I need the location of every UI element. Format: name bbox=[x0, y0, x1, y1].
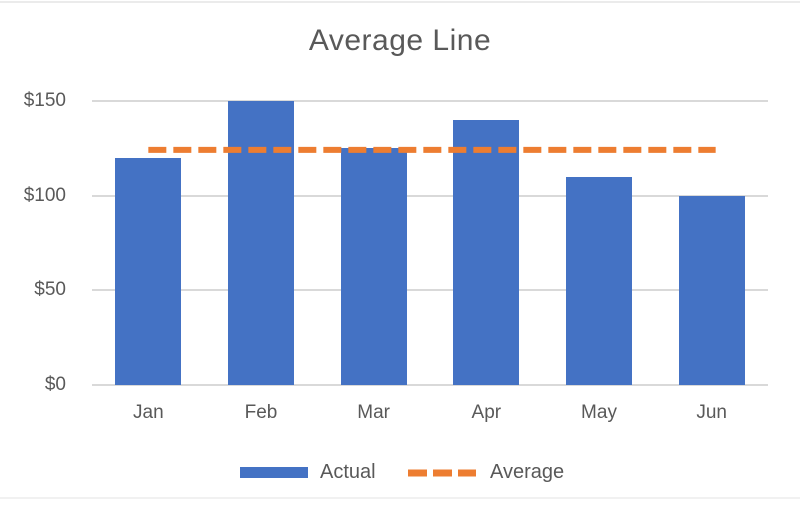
chart-title: Average Line bbox=[308, 24, 492, 57]
x-axis-label-mar: Mar bbox=[357, 402, 391, 423]
bar-may bbox=[566, 176, 632, 385]
bar-jan bbox=[115, 157, 182, 385]
x-axis-label-feb: Feb bbox=[244, 402, 278, 423]
y-axis-tick-label: $50 bbox=[34, 279, 66, 301]
gridline bbox=[92, 194, 768, 197]
legend-actual-swatch-icon bbox=[240, 467, 308, 478]
x-axis-label-jun: Jun bbox=[696, 402, 727, 423]
bar-feb bbox=[228, 101, 294, 385]
x-axis-label-may: May bbox=[581, 402, 617, 423]
y-axis-tick-label: $150 bbox=[23, 90, 66, 111]
bar-mar bbox=[340, 148, 407, 385]
gridline bbox=[92, 100, 768, 102]
y-axis-tick-label: $100 bbox=[23, 184, 66, 206]
legend-average-dash-icon bbox=[408, 469, 476, 477]
y-axis-tick-label: $0 bbox=[44, 374, 66, 395]
bar-apr bbox=[453, 119, 520, 385]
bar-jun bbox=[678, 195, 745, 385]
image-bottom-border bbox=[0, 497, 800, 499]
legend-actual-label: Actual bbox=[320, 461, 376, 483]
gridline bbox=[92, 384, 768, 386]
gridline bbox=[92, 289, 768, 292]
x-axis-label-apr: Apr bbox=[471, 402, 502, 423]
legend-average-label: Average bbox=[490, 461, 565, 483]
image-top-border bbox=[0, 1, 800, 3]
x-axis-label-jan: Jan bbox=[133, 402, 164, 423]
legend: Actual Average bbox=[0, 458, 800, 488]
